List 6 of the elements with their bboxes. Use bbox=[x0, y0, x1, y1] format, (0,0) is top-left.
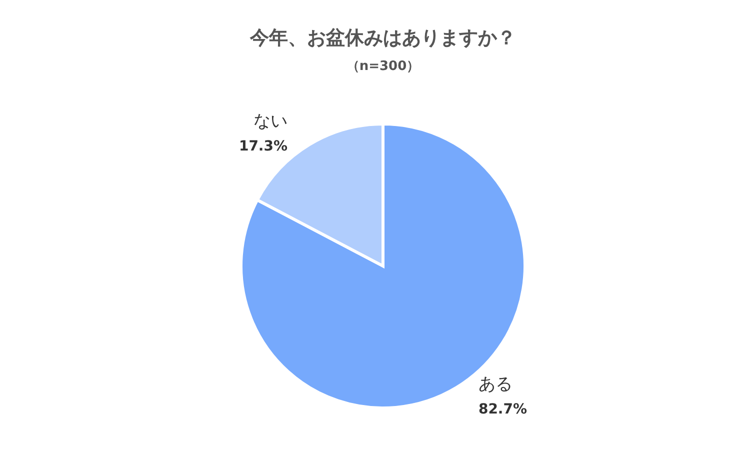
data-label: 82.7% bbox=[478, 401, 528, 418]
data-label: 17.3% bbox=[238, 138, 288, 155]
slice-label: ない bbox=[254, 112, 288, 132]
chart-title: 今年、お盆休みはありますか？ bbox=[249, 27, 516, 49]
slice-label: ある bbox=[478, 374, 512, 394]
chart-subtitle: （n=300） bbox=[346, 59, 420, 74]
